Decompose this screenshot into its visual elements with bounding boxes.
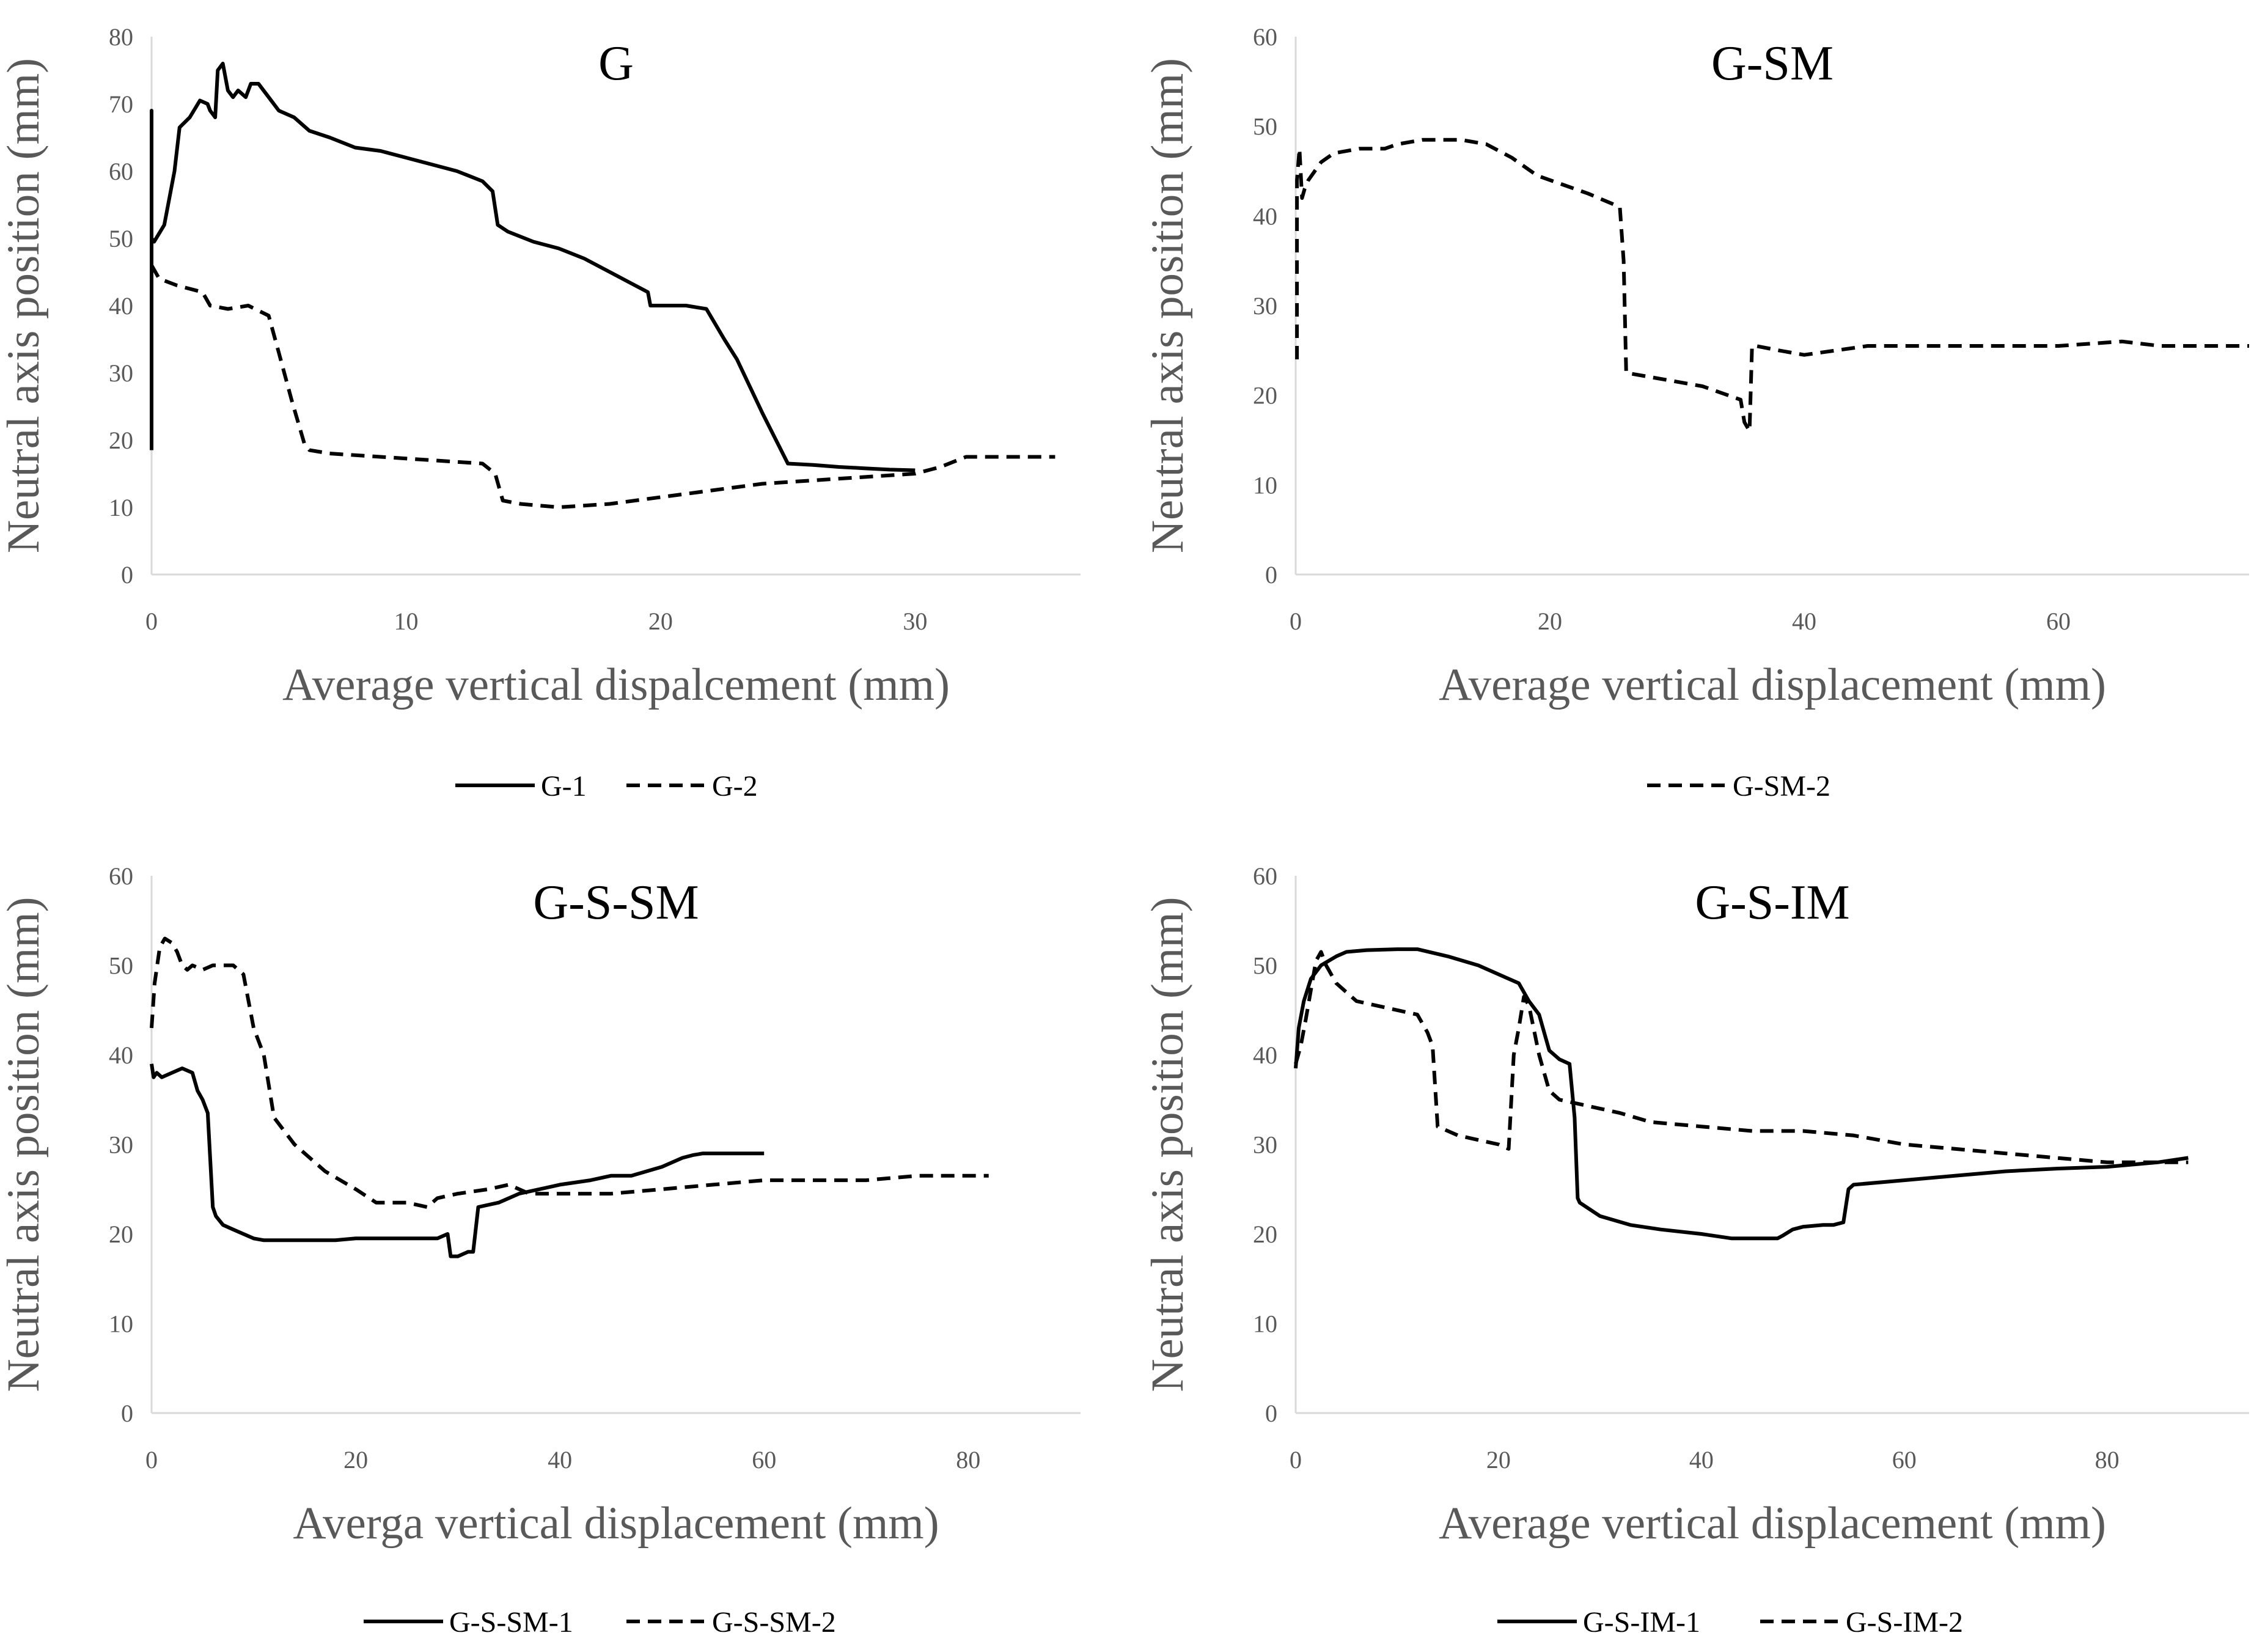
y-tick-label: 60 <box>1253 23 1277 51</box>
legend: G-S-SM-1 G-S-SM-2 <box>364 1606 836 1639</box>
legend: G-1 G-2 <box>455 770 758 802</box>
x-tick-label: 40 <box>548 1446 572 1474</box>
y-axis-label: Neutral axis position (mm) <box>1142 58 1193 553</box>
chart-panel-3: 0 10 20 30 40 50 60 0 20 40 60 80 G-S-SM Averga verti… <box>0 862 1081 1639</box>
y-tick-label: 30 <box>1253 292 1277 320</box>
y-tick-label: 50 <box>1253 952 1277 980</box>
legend: G-SM-2 <box>1647 770 1830 802</box>
series-line-g-s-sm-1 <box>150 1063 765 1258</box>
x-tick-label: 60 <box>752 1446 776 1474</box>
y-tick-label: 20 <box>109 1221 133 1248</box>
y-tick-label: 50 <box>109 952 133 980</box>
legend-label: G-S-SM-1 <box>449 1606 573 1639</box>
y-tick-label: 30 <box>109 359 133 387</box>
y-tick-label: 40 <box>1253 202 1277 230</box>
y-tick-label: 40 <box>1253 1041 1277 1069</box>
x-tick-label: 0 <box>145 608 158 635</box>
chart-panel-4: 0 10 20 30 40 50 60 0 20 40 60 80 G-S-IM Average vert… <box>1142 862 2249 1639</box>
chart-title: G <box>598 37 634 90</box>
x-tick-label: 80 <box>2095 1446 2120 1474</box>
chart-panel-1: 0 10 20 30 40 50 60 70 80 0 10 20 30 G Average vertica… <box>0 23 1081 802</box>
series-line-g-s-sm-2 <box>150 936 989 1209</box>
x-axis-label: Average vertical displacement (mm) <box>1439 659 2106 710</box>
x-tick-label: 0 <box>1290 1446 1302 1474</box>
legend-label: G-SM-2 <box>1733 770 1830 802</box>
x-tick-label: 20 <box>343 1446 368 1474</box>
y-tick-label: 20 <box>109 427 133 454</box>
x-tick-label: 60 <box>1892 1446 1917 1474</box>
x-tick-label: 20 <box>1486 1446 1511 1474</box>
x-tick-label: 20 <box>648 608 673 635</box>
legend-label: G-S-SM-2 <box>712 1606 836 1639</box>
series-line-g-sm-2 <box>1295 138 2249 433</box>
legend-label: G-2 <box>712 770 758 802</box>
series-line-g-s-im-1 <box>1294 947 2189 1241</box>
y-tick-label: 20 <box>1253 382 1277 409</box>
y-tick-label: 70 <box>109 90 133 118</box>
x-tick-label: 10 <box>394 608 418 635</box>
chart-title: G-S-IM <box>1695 876 1849 930</box>
x-tick-label: 0 <box>1290 608 1302 635</box>
y-tick-label: 60 <box>1253 862 1277 890</box>
y-tick-label: 10 <box>1253 471 1277 499</box>
chart-title: G-SM <box>1711 37 1834 90</box>
y-tick-label: 30 <box>1253 1131 1277 1159</box>
y-tick-label: 50 <box>109 225 133 252</box>
x-tick-label: 30 <box>903 608 927 635</box>
x-axis-label: Averga vertical displacement (mm) <box>293 1498 939 1549</box>
y-tick-label: 0 <box>1265 1400 1277 1427</box>
x-axis-label: Average vertical dispalcement (mm) <box>282 659 950 710</box>
y-tick-label: 80 <box>109 23 133 51</box>
y-tick-label: 0 <box>1265 561 1277 589</box>
y-tick-label: 20 <box>1253 1221 1277 1248</box>
x-tick-label: 20 <box>1538 608 1562 635</box>
x-tick-label: 80 <box>956 1446 980 1474</box>
legend-label: G-S-IM-1 <box>1583 1606 1700 1639</box>
x-tick-label: 60 <box>2046 608 2071 635</box>
legend-label: G-1 <box>541 770 587 802</box>
y-tick-label: 60 <box>109 158 133 185</box>
y-axis-label: Neutral axis position (mm) <box>0 897 49 1392</box>
y-tick-label: 40 <box>109 1041 133 1069</box>
x-tick-label: 40 <box>1792 608 1816 635</box>
y-tick-label: 0 <box>121 561 133 589</box>
x-tick-label: 40 <box>1689 1446 1714 1474</box>
y-axis-label: Neutral axis position (mm) <box>0 58 49 553</box>
y-axis-label: Neutral axis position (mm) <box>1142 897 1193 1392</box>
y-tick-label: 40 <box>109 292 133 320</box>
x-axis-label: Average vertical displacement (mm) <box>1439 1498 2106 1549</box>
legend: G-S-IM-1 G-S-IM-2 <box>1497 1606 1963 1639</box>
y-tick-label: 30 <box>109 1131 133 1159</box>
y-tick-label: 10 <box>1253 1310 1277 1338</box>
y-tick-label: 60 <box>109 862 133 890</box>
y-tick-label: 0 <box>121 1400 133 1427</box>
y-tick-label: 10 <box>109 1310 133 1338</box>
charts: 0 10 20 30 40 50 60 70 80 0 10 20 30 G Average vertica… <box>0 23 2249 1639</box>
series-line-g-s-im-2 <box>1294 950 2189 1164</box>
series-line-g-1 <box>150 62 916 472</box>
chart-title: G-S-SM <box>533 876 699 930</box>
legend-label: G-S-IM-2 <box>1846 1606 1963 1639</box>
series-line-g-2 <box>150 264 1055 509</box>
y-tick-label: 10 <box>109 494 133 521</box>
chart-panel-2: 0 10 20 30 40 50 60 0 20 40 60 G-SM Average vertical… <box>1142 23 2249 802</box>
x-tick-label: 0 <box>145 1446 158 1474</box>
y-tick-label: 50 <box>1253 113 1277 141</box>
